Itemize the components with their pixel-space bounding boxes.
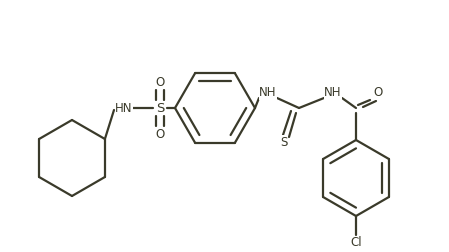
Text: HN: HN: [115, 102, 133, 114]
Text: Cl: Cl: [350, 236, 362, 249]
Text: S: S: [280, 136, 288, 148]
Text: NH: NH: [259, 86, 277, 100]
Text: O: O: [374, 86, 383, 100]
Text: O: O: [155, 128, 165, 141]
Text: NH: NH: [324, 86, 342, 100]
Text: O: O: [155, 76, 165, 88]
Text: S: S: [156, 102, 164, 114]
